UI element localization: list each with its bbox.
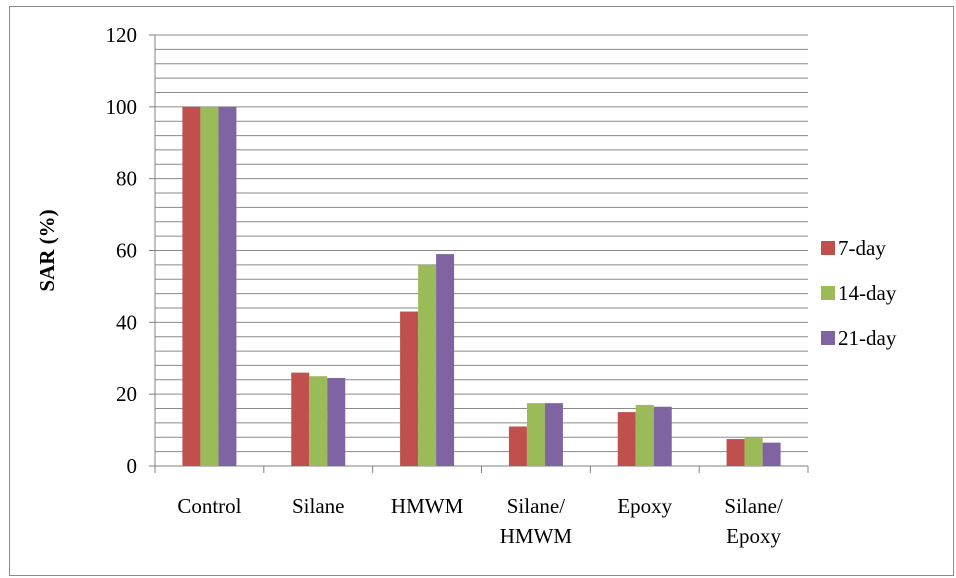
y-tick-label: 100 [106,95,138,119]
legend-swatch-7-day [821,241,835,255]
bar-7-day [182,106,201,466]
y-tick-label: 60 [116,239,137,263]
y-tick-label: 0 [127,454,138,478]
y-tick-label: 120 [106,23,138,47]
bar-14-day [200,106,219,466]
category-label: HMWM [391,494,464,518]
bar-21-day [653,406,672,466]
bar-21-day [436,254,455,466]
bar-7-day [617,412,636,466]
bar-21-day [762,442,781,466]
category-label: Epoxy [617,494,672,518]
y-tick-label: 40 [116,310,137,334]
bar-14-day [309,376,328,466]
category-label: HMWM [500,524,573,548]
bar-14-day [635,404,654,466]
legend-label: 14-day [838,281,897,305]
bar-21-day [544,403,563,466]
y-tick-label: 20 [116,382,137,406]
legend-swatch-21-day [821,331,835,345]
chart-frame [9,6,954,576]
y-axis-title: SAR (%) [35,209,59,291]
category-label: Silane/ [724,494,782,518]
bar-7-day [291,372,310,466]
bar-14-day [418,264,437,466]
y-tick-label: 80 [116,167,137,191]
category-label: Epoxy [726,524,781,548]
bar-14-day [526,403,545,466]
legend-label: 21-day [838,326,897,350]
bar-21-day [327,378,346,466]
legend-label: 7-day [838,236,886,260]
category-label: Silane/ [507,494,565,518]
category-label: Silane [292,494,345,518]
category-label: Control [177,494,241,518]
bar-21-day [218,106,237,466]
bar-7-day [400,311,419,466]
legend-swatch-14-day [821,286,835,300]
bar-7-day [726,439,745,466]
bar-14-day [744,437,763,466]
bar-7-day [508,426,527,466]
